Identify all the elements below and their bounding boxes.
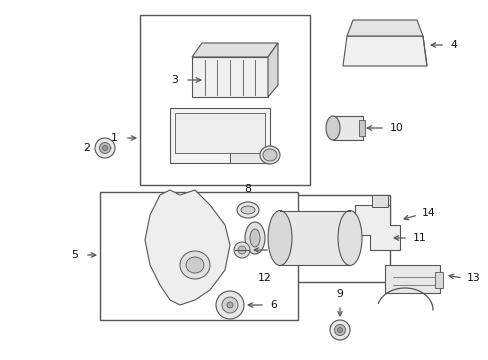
Bar bbox=[100, 192, 297, 320]
Ellipse shape bbox=[263, 149, 276, 161]
Circle shape bbox=[234, 242, 249, 258]
Bar bbox=[170, 108, 269, 163]
Text: 5: 5 bbox=[71, 250, 78, 260]
Bar bbox=[332, 116, 362, 140]
Bar bbox=[175, 113, 264, 153]
Circle shape bbox=[99, 143, 110, 153]
Text: 11: 11 bbox=[412, 233, 426, 243]
Polygon shape bbox=[346, 20, 422, 36]
Polygon shape bbox=[422, 36, 426, 66]
Ellipse shape bbox=[244, 222, 264, 254]
Bar bbox=[244, 195, 389, 282]
Text: 9: 9 bbox=[336, 289, 343, 299]
Bar bbox=[434, 272, 442, 288]
Bar bbox=[280, 211, 349, 266]
Ellipse shape bbox=[337, 211, 361, 266]
Text: 4: 4 bbox=[449, 40, 456, 50]
Polygon shape bbox=[192, 43, 278, 57]
Polygon shape bbox=[192, 57, 267, 97]
Polygon shape bbox=[267, 43, 278, 97]
Bar bbox=[384, 265, 439, 293]
Ellipse shape bbox=[185, 257, 203, 273]
Ellipse shape bbox=[325, 116, 339, 140]
Text: 3: 3 bbox=[171, 75, 178, 85]
Circle shape bbox=[226, 302, 232, 308]
Ellipse shape bbox=[267, 211, 291, 266]
Circle shape bbox=[334, 324, 345, 336]
Text: 7: 7 bbox=[274, 245, 281, 255]
Bar bbox=[358, 120, 364, 136]
Circle shape bbox=[329, 320, 349, 340]
Text: 1: 1 bbox=[111, 133, 118, 143]
Ellipse shape bbox=[241, 206, 254, 214]
Circle shape bbox=[216, 291, 244, 319]
Text: 10: 10 bbox=[389, 123, 403, 133]
Ellipse shape bbox=[249, 229, 260, 247]
Bar bbox=[371, 195, 387, 207]
Ellipse shape bbox=[237, 202, 259, 218]
Polygon shape bbox=[342, 36, 426, 66]
Circle shape bbox=[102, 145, 107, 150]
Text: 8: 8 bbox=[244, 184, 251, 194]
Text: 6: 6 bbox=[269, 300, 276, 310]
Polygon shape bbox=[145, 190, 229, 305]
Polygon shape bbox=[229, 148, 269, 163]
Text: 14: 14 bbox=[421, 208, 435, 218]
Bar bbox=[140, 15, 309, 185]
Text: 12: 12 bbox=[258, 273, 271, 283]
Text: 2: 2 bbox=[83, 143, 90, 153]
Circle shape bbox=[337, 328, 342, 333]
Ellipse shape bbox=[260, 146, 280, 164]
Circle shape bbox=[238, 246, 245, 254]
Ellipse shape bbox=[180, 251, 209, 279]
Circle shape bbox=[222, 297, 238, 313]
Polygon shape bbox=[354, 205, 399, 250]
Text: 13: 13 bbox=[466, 273, 480, 283]
Circle shape bbox=[95, 138, 115, 158]
